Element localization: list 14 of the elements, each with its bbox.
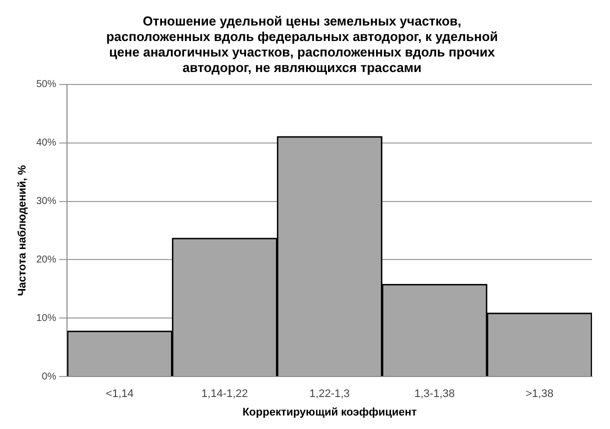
x-tick-label: 1,22-1,3 xyxy=(309,388,350,400)
y-tick-label: 50% xyxy=(36,79,56,90)
y-axis-title: Частота наблюдений, % xyxy=(16,164,29,296)
chart-title: Отношение удельной цены земельных участков, расположенных вдоль федеральных автодорог, к удельной цене аналогичных участков, расположенных вдоль прочих автодорог, не являющихся трассами xyxy=(106,13,498,76)
y-tick-label: 20% xyxy=(36,254,56,266)
x-tick-label: <1,14 xyxy=(106,388,134,400)
x-axis-title: Корректирующий коэффициент xyxy=(242,406,418,418)
x-tick-label: 1,3-1,38 xyxy=(414,388,455,400)
y-tick-label: 10% xyxy=(36,312,56,324)
x-tick-label: 1,14-1,22 xyxy=(201,388,248,400)
y-tick-label: 30% xyxy=(36,196,56,208)
y-tick-label: 0% xyxy=(42,371,56,382)
y-tick-label: 40% xyxy=(36,138,56,149)
x-tick-label: >1,38 xyxy=(526,388,554,400)
